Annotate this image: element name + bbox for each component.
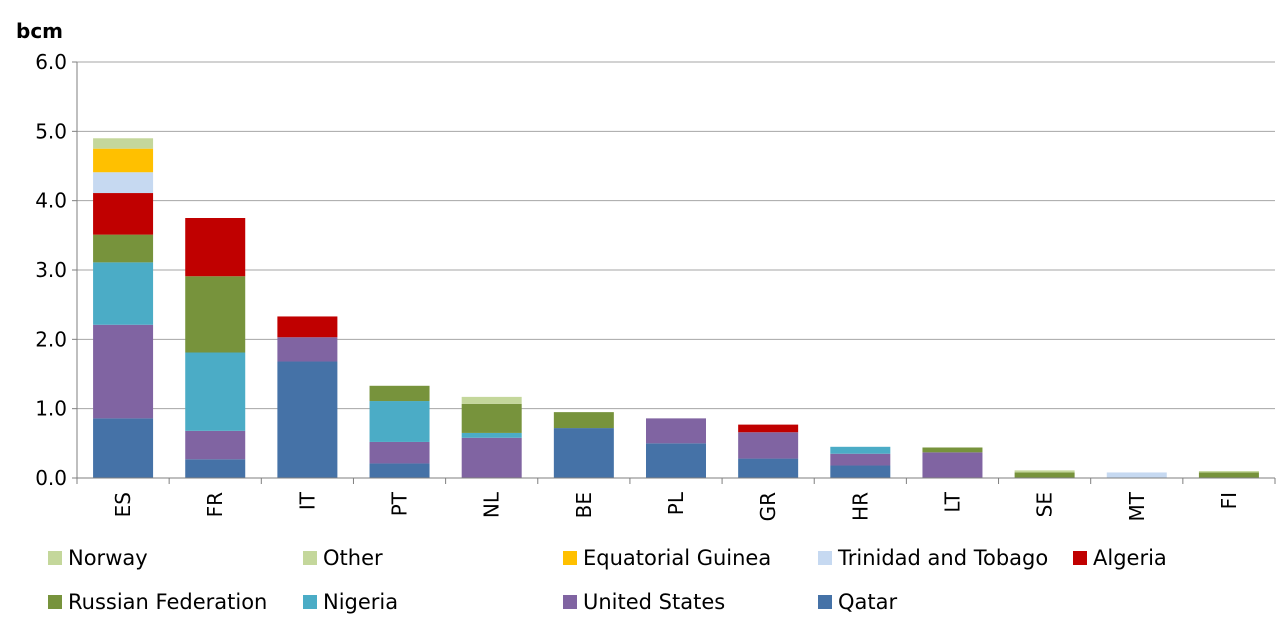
bar-segment-fr-algeria [185, 218, 246, 277]
bar-segment-es-qatar [93, 418, 154, 478]
bar-segment-fr-united-states [185, 430, 246, 460]
bar-segment-hr-united-states [830, 453, 891, 466]
legend-label: Equatorial Guinea [583, 546, 772, 570]
x-tick-label: FI [1217, 492, 1241, 509]
legend-label: Algeria [1093, 546, 1167, 570]
gridlines [77, 61, 1275, 410]
legend-label: United States [583, 590, 726, 614]
legend-swatch [303, 595, 317, 609]
legend-swatch [818, 551, 832, 565]
legend-swatch [563, 551, 577, 565]
y-tick-label: 4.0 [35, 189, 67, 213]
y-tick-label: 1.0 [35, 397, 67, 421]
y-tick-label: 0.0 [35, 466, 67, 490]
bar-segment-se-russian-federation [1014, 472, 1075, 478]
legend-item-nigeria: Nigeria [303, 582, 398, 622]
bar-segment-be-russian-federation [553, 412, 614, 429]
bar-segment-nl-nigeria [461, 432, 522, 438]
legend-item-other: Other [303, 538, 383, 578]
bar-segment-se-other [1014, 470, 1075, 473]
bars [93, 138, 1259, 478]
bar-segment-gr-united-states [738, 432, 799, 459]
bar-segment-gr-qatar [738, 458, 799, 478]
bar-segment-es-other [93, 138, 154, 149]
bar-segment-es-algeria [93, 193, 154, 235]
bar-chart: bcm 0.0 1.0 2.0 3.0 4.0 5.0 6.0 ES FR IT PT NL BE PL… [16, 19, 1276, 521]
bar-segment-fr-nigeria [185, 352, 246, 431]
legend-label: Russian Federation [68, 590, 268, 614]
legend-label: Qatar [838, 590, 898, 614]
legend-item-algeria: Algeria [1073, 538, 1167, 578]
bar-segment-fi-russian-federation [1198, 472, 1259, 478]
x-tick-label: IT [295, 491, 319, 510]
bar-segment-it-qatar [277, 361, 338, 478]
bar-segment-mt-trinidad-and-tobago [1106, 472, 1167, 478]
x-tick-label: NL [480, 491, 504, 518]
bar-segment-it-united-states [277, 337, 338, 362]
legend-swatch [48, 595, 62, 609]
bar-segment-es-nigeria [93, 262, 154, 325]
legend-item-norway: Norway [48, 538, 148, 578]
bar-segment-it-algeria [277, 316, 338, 338]
bar-segment-nl-united-states [461, 437, 522, 478]
bar-segment-es-russian-federation [93, 234, 154, 263]
legend-item-trinidad-and-tobago: Trinidad and Tobago [818, 538, 1048, 578]
x-tick-label: FR [203, 492, 227, 518]
x-tick-label: PT [388, 491, 412, 516]
bar-segment-gr-algeria [738, 424, 799, 433]
y-tick-label: 6.0 [35, 50, 67, 74]
legend-swatch [48, 551, 62, 565]
bar-segment-pl-united-states [646, 418, 706, 444]
y-tick-label: 3.0 [35, 258, 67, 282]
legend-swatch [818, 595, 832, 609]
bar-segment-hr-qatar [830, 465, 891, 478]
legend-swatch [1073, 551, 1087, 565]
y-tick-labels: 0.0 1.0 2.0 3.0 4.0 5.0 6.0 [35, 50, 77, 490]
bar-segment-fr-russian-federation [185, 276, 246, 353]
legend-label: Norway [68, 546, 148, 570]
bar-segment-pt-nigeria [369, 401, 430, 442]
legend-swatch [563, 595, 577, 609]
x-tick-label: SE [1033, 492, 1057, 517]
x-tick-label: PL [664, 491, 688, 515]
bar-segment-nl-russian-federation [461, 403, 522, 433]
x-tick-label: HR [848, 492, 872, 521]
bar-segment-lt-russian-federation [922, 447, 983, 453]
bar-segment-pt-united-states [369, 441, 430, 464]
bar-segment-es-trinidad-and-tobago [93, 172, 154, 194]
y-axis-unit-label: bcm [16, 19, 63, 43]
bar-segment-es-equatorial-guinea [93, 148, 154, 173]
x-tick-label: BE [572, 492, 596, 518]
y-tick-label: 2.0 [35, 327, 67, 351]
bar-segment-fi-other [1198, 471, 1259, 473]
legend-swatch [303, 551, 317, 565]
legend-item-united-states: United States [563, 582, 725, 622]
legend-label: Nigeria [323, 590, 399, 614]
bar-segment-lt-united-states [922, 452, 983, 478]
legend-item-equatorial-guinea: Equatorial Guinea [563, 538, 771, 578]
bar-segment-nl-other [461, 396, 522, 404]
legend: Norway Other Equatorial Guinea Trinidad and… [48, 538, 1278, 618]
bar-segment-pt-qatar [369, 463, 430, 478]
legend-label: Other [323, 546, 383, 570]
bar-segment-pt-russian-federation [369, 385, 430, 402]
x-tick-label: MT [1125, 491, 1149, 521]
x-tick-label: GR [756, 492, 780, 521]
x-tick-label: ES [111, 492, 135, 517]
legend-item-qatar: Qatar [818, 582, 897, 622]
legend-item-russian-federation: Russian Federation [48, 582, 267, 622]
bar-segment-fr-qatar [185, 459, 246, 478]
y-tick-label: 5.0 [35, 119, 67, 143]
x-tick-labels: ES FR IT PT NL BE PL GR HR LT SE MT FI [111, 491, 1241, 521]
legend-label: Trinidad and Tobago [838, 546, 1049, 570]
bar-segment-pl-qatar [646, 443, 706, 478]
bar-segment-hr-nigeria [830, 446, 891, 454]
x-tick-label: LT [940, 491, 964, 512]
bar-segment-es-united-states [93, 324, 154, 419]
bar-segment-be-qatar [553, 428, 614, 478]
